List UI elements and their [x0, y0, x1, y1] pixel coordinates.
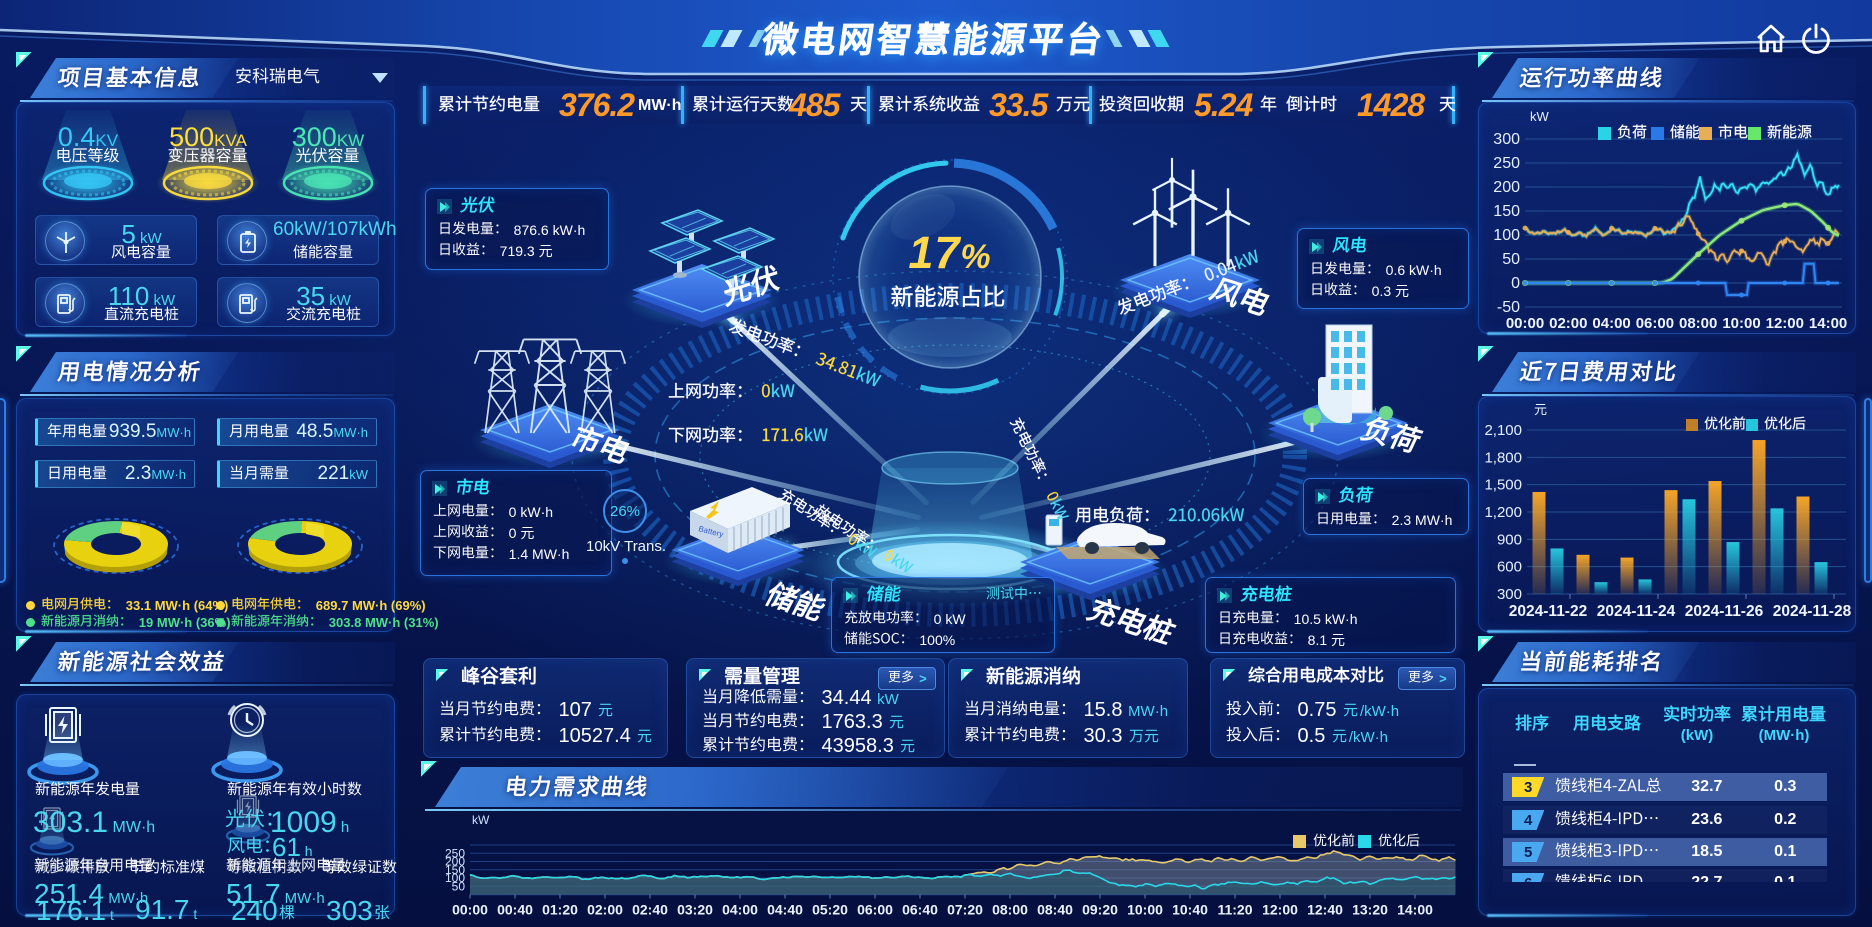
svg-text:1,800: 1,800	[1484, 449, 1522, 466]
svg-text:50: 50	[452, 879, 466, 893]
svg-text:12:40: 12:40	[1307, 902, 1343, 918]
svg-text:11:20: 11:20	[1217, 902, 1252, 918]
svg-text:2,100: 2,100	[1484, 422, 1522, 439]
svg-text:00:00: 00:00	[452, 902, 488, 918]
svg-text:300: 300	[1497, 586, 1522, 603]
svg-text:02:00: 02:00	[1549, 315, 1587, 332]
svg-text:150: 150	[1493, 203, 1520, 220]
svg-text:14:00: 14:00	[1397, 902, 1433, 918]
svg-text:250: 250	[1493, 155, 1520, 172]
svg-text:100: 100	[1493, 227, 1520, 244]
svg-text:02:40: 02:40	[632, 902, 668, 918]
svg-text:13:20: 13:20	[1352, 902, 1388, 918]
svg-text:2024-11-26: 2024-11-26	[1685, 603, 1764, 620]
svg-text:200: 200	[445, 855, 465, 869]
svg-text:12:00: 12:00	[1262, 902, 1298, 918]
svg-text:00:40: 00:40	[497, 902, 533, 918]
svg-text:50: 50	[1502, 251, 1520, 268]
svg-text:10:00: 10:00	[1127, 902, 1163, 918]
svg-text:07:20: 07:20	[947, 902, 983, 918]
svg-text:900: 900	[1497, 531, 1522, 548]
svg-text:kW: kW	[472, 813, 490, 827]
svg-text:06:00: 06:00	[857, 902, 893, 918]
svg-text:300: 300	[1493, 131, 1520, 148]
svg-text:1,500: 1,500	[1484, 477, 1522, 494]
svg-text:01:20: 01:20	[542, 902, 578, 918]
svg-text:04:00: 04:00	[722, 902, 758, 918]
svg-text:06:00: 06:00	[1636, 315, 1674, 332]
svg-text:06:40: 06:40	[902, 902, 938, 918]
svg-text:元: 元	[1534, 402, 1547, 417]
svg-text:10:40: 10:40	[1172, 902, 1208, 918]
svg-text:05:20: 05:20	[812, 902, 848, 918]
svg-text:2024-11-22: 2024-11-22	[1509, 603, 1587, 620]
svg-text:1,200: 1,200	[1484, 504, 1522, 521]
svg-text:08:00: 08:00	[1679, 315, 1717, 332]
svg-text:04:40: 04:40	[767, 902, 803, 918]
svg-text:08:40: 08:40	[1037, 902, 1073, 918]
svg-text:150: 150	[445, 863, 465, 877]
svg-text:03:20: 03:20	[677, 902, 713, 918]
svg-text:00:00: 00:00	[1506, 315, 1544, 332]
svg-text:0: 0	[1511, 275, 1520, 292]
svg-text:200: 200	[1493, 179, 1520, 196]
svg-text:600: 600	[1497, 559, 1522, 576]
svg-text:08:00: 08:00	[992, 902, 1028, 918]
svg-text:250: 250	[445, 846, 465, 860]
svg-text:10:00: 10:00	[1722, 315, 1760, 332]
svg-text:2024-11-24: 2024-11-24	[1597, 603, 1676, 620]
svg-text:100: 100	[445, 871, 465, 885]
svg-text:14:00: 14:00	[1809, 315, 1847, 332]
svg-text:-50: -50	[1497, 299, 1520, 316]
svg-text:02:00: 02:00	[587, 902, 623, 918]
svg-text:09:20: 09:20	[1082, 902, 1118, 918]
svg-text:17%: 17%	[908, 227, 991, 278]
svg-text:12:00: 12:00	[1766, 315, 1804, 332]
svg-text:kW: kW	[1530, 109, 1550, 124]
svg-text:2024-11-28: 2024-11-28	[1773, 603, 1852, 620]
svg-text:04:00: 04:00	[1592, 315, 1630, 332]
